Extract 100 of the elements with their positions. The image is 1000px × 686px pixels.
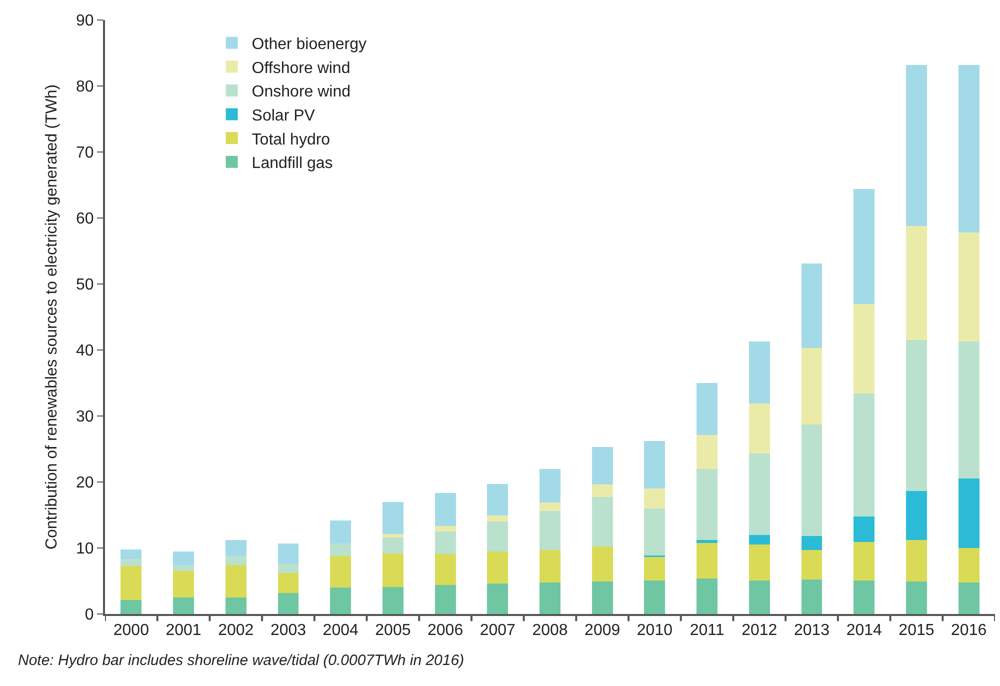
bar <box>487 522 508 552</box>
x-tick-label: 2002 <box>218 622 254 640</box>
bar <box>278 592 299 614</box>
bar <box>748 580 770 614</box>
bar <box>225 598 246 614</box>
bar <box>854 542 875 580</box>
x-tick-label: 2013 <box>794 622 830 640</box>
y-tick-label: 80 <box>76 78 94 96</box>
bar <box>906 582 927 614</box>
bar <box>958 582 980 614</box>
bar <box>487 584 508 614</box>
bar <box>906 64 927 226</box>
bar <box>696 435 718 469</box>
bar <box>487 551 508 584</box>
bar <box>958 64 980 233</box>
bar <box>540 511 560 550</box>
bar <box>382 553 404 587</box>
bar <box>644 508 666 556</box>
x-tick-label: 2015 <box>898 622 934 640</box>
bar <box>592 582 613 614</box>
bar <box>487 484 508 516</box>
x-tick-label: 2001 <box>166 622 202 640</box>
bar <box>854 304 875 394</box>
bar <box>120 549 142 560</box>
bar <box>330 543 352 556</box>
bar <box>120 566 142 600</box>
bar <box>854 580 875 614</box>
bar <box>958 341 980 479</box>
legend-label: Offshore wind <box>252 60 350 77</box>
bar <box>330 556 352 588</box>
x-tick-label: 2012 <box>742 622 778 640</box>
bar <box>748 403 770 454</box>
bar <box>120 600 142 614</box>
bar <box>330 588 352 614</box>
y-tick-label: 70 <box>76 144 94 162</box>
bar <box>644 488 666 508</box>
bar <box>906 226 927 340</box>
bar <box>434 493 456 526</box>
bar <box>906 491 927 540</box>
legend-label: Other bioenergy <box>252 36 367 54</box>
x-tick-label: 2005 <box>375 622 411 640</box>
x-tick-label: 2003 <box>270 622 306 640</box>
bar <box>644 556 666 580</box>
bar <box>382 537 404 554</box>
bar <box>382 502 404 534</box>
y-tick-label: 60 <box>76 210 94 228</box>
bar <box>592 447 613 485</box>
legend-label: Total hydro <box>252 131 330 148</box>
bar <box>330 520 352 544</box>
y-tick-label: 0 <box>84 606 94 624</box>
bar <box>225 540 246 556</box>
bar <box>748 454 770 535</box>
bar <box>906 340 927 492</box>
bar <box>696 383 718 436</box>
bar <box>748 534 770 545</box>
text: Note: Hydro bar includes shoreline wave/tidal (0.0007TWh in 2016) <box>18 652 464 669</box>
y-tick-label: 10 <box>76 540 94 558</box>
bar <box>592 484 613 498</box>
bar <box>854 516 875 542</box>
y-tick-label: 40 <box>76 342 94 360</box>
x-tick-label: 2010 <box>636 622 673 640</box>
bar <box>854 394 875 516</box>
bar <box>748 544 770 580</box>
x-tick-label: 2008 <box>532 622 568 640</box>
bar <box>540 550 560 582</box>
bar <box>278 573 299 593</box>
bar <box>120 559 142 566</box>
y-axis-title: Contribution of renewables sources to electricity generated (TWh) <box>43 84 60 550</box>
x-tick-label: 2000 <box>113 622 150 640</box>
bar <box>434 526 456 532</box>
bar <box>644 580 666 614</box>
bar <box>487 516 508 522</box>
x-tick-label: 2006 <box>427 622 464 640</box>
bar <box>173 571 194 598</box>
x-tick-label: 2004 <box>322 622 358 640</box>
bar <box>696 540 718 543</box>
bar <box>540 582 560 614</box>
bar <box>278 543 299 564</box>
bar <box>696 578 718 614</box>
bar <box>958 478 980 548</box>
x-tick-label: 2007 <box>480 622 516 640</box>
bar <box>434 584 456 614</box>
bar <box>434 532 456 554</box>
bar <box>696 542 718 578</box>
bar <box>382 586 404 614</box>
bar <box>801 424 822 536</box>
bar <box>540 502 560 512</box>
y-tick-label: 20 <box>76 474 94 492</box>
x-tick-label: 2009 <box>584 622 620 640</box>
x-tick-label: 2014 <box>846 622 882 640</box>
bar <box>801 580 822 614</box>
bar <box>434 554 456 585</box>
legend-label: Solar PV <box>252 107 316 124</box>
bar <box>958 548 980 582</box>
bar <box>173 551 194 566</box>
bar <box>225 565 246 598</box>
bar <box>592 497 613 547</box>
x-tick-label: 2011 <box>690 622 724 640</box>
bar <box>801 348 822 425</box>
bar <box>173 598 194 614</box>
